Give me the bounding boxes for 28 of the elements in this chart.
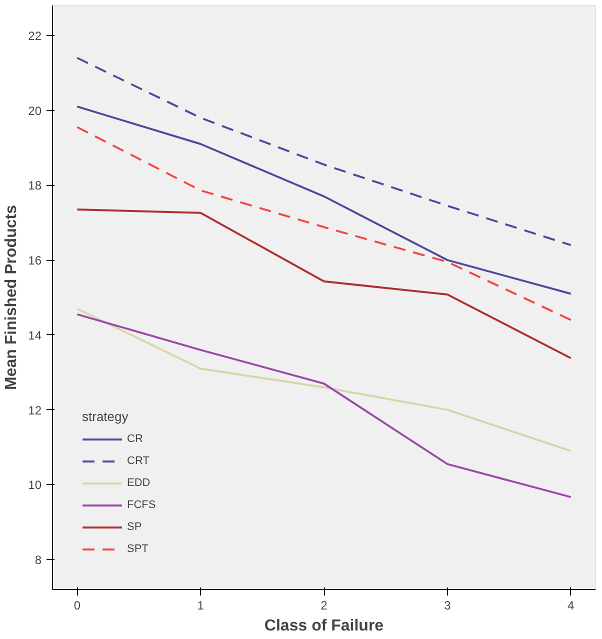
legend-label: CR	[127, 432, 144, 446]
legend-label: SPT	[127, 542, 148, 556]
x-axis-title: Class of Failure	[264, 618, 384, 634]
y-tick-label: 10	[28, 478, 42, 492]
y-tick-label: 20	[28, 104, 42, 118]
y-tick-label: 16	[28, 254, 42, 268]
y-tick-label: 8	[34, 553, 42, 568]
y-tick-label: 12	[28, 403, 42, 418]
line-series	[76, 56, 572, 246]
line-series	[76, 208, 572, 360]
legend-label: CRT	[127, 454, 150, 468]
y-tick-label: 18	[28, 178, 42, 193]
x-tick-label: 0	[74, 598, 81, 612]
line-series	[76, 313, 572, 498]
x-tick-label: 4	[567, 598, 574, 612]
x-tick-label: 1	[197, 598, 204, 612]
x-tick-label: 3	[444, 598, 452, 612]
legend-label: FCFS	[127, 498, 156, 512]
line-series	[76, 126, 572, 321]
y-tick-label: 14	[28, 328, 42, 342]
legend-label: EDD	[127, 476, 150, 490]
legend-label: SP	[127, 520, 143, 534]
legend-title: strategy	[82, 409, 130, 424]
y-axis-title: Mean Finished Products	[3, 204, 20, 390]
line-series	[76, 106, 572, 295]
x-tick-label: 2	[320, 598, 328, 612]
line-series	[76, 308, 572, 452]
y-tick-label: 22	[28, 28, 42, 43]
